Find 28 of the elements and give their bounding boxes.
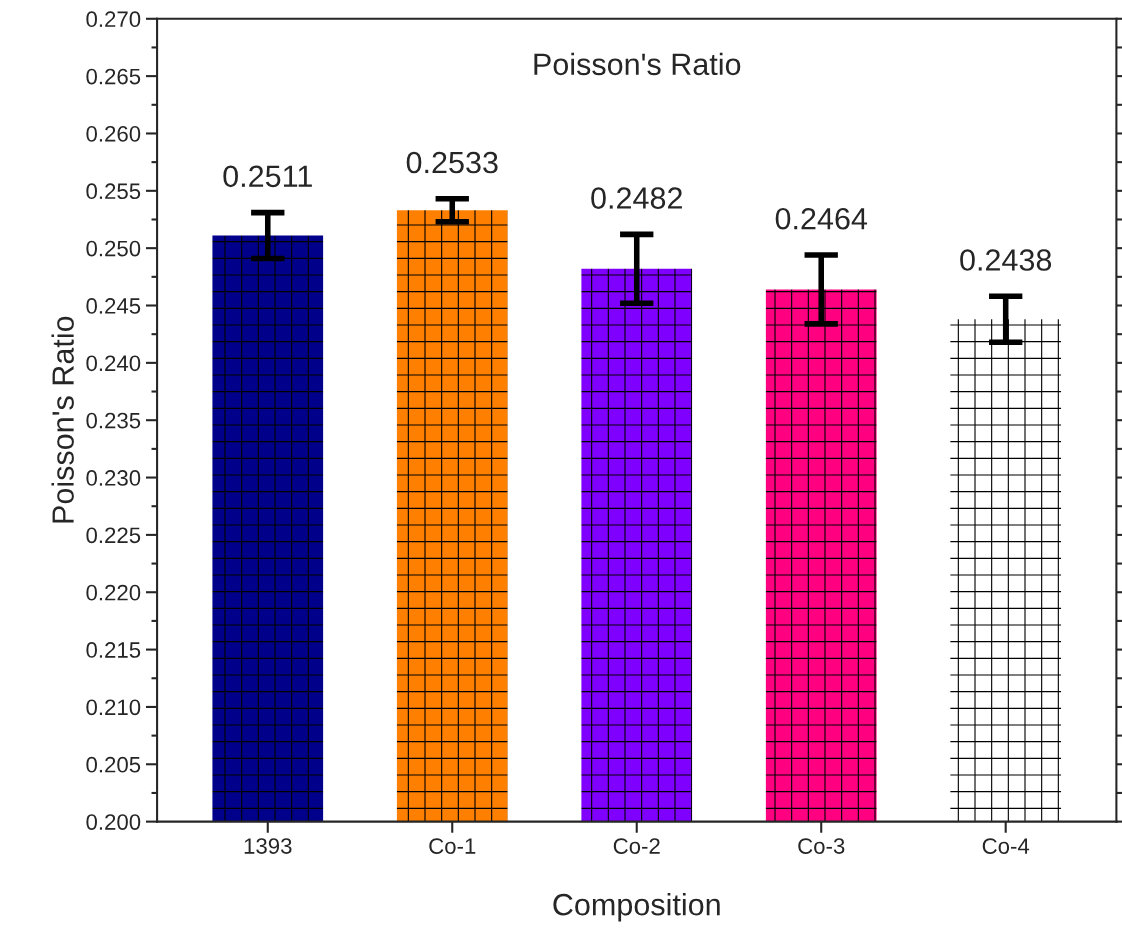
data-label: 0.2482 [591,187,682,209]
y-tick-label: 0.230 [86,470,141,486]
x-axis-title: Composition [553,893,720,922]
data-label: 0.2464 [775,207,868,230]
y-axis-title: Poisson's Ratio [51,316,74,523]
y-tick-label: 0.205 [86,756,141,773]
y-tick-label: 0.210 [86,699,141,716]
data-label: 0.2511 [223,165,312,188]
y-tick-label: 0.245 [86,298,141,314]
text: Poisson's Ratio [534,52,741,76]
y-tick-label: 0.265 [86,68,141,85]
y-tick-label: 0.250 [86,240,141,257]
y-tick-label: 0.225 [86,527,141,544]
y-tick-label: 0.200 [86,814,141,830]
x-tick-label: Co-1 [429,838,476,854]
data-label: 0.2533 [406,151,498,174]
y-tick-label: 0.255 [86,183,141,200]
y-tick-label: 0.235 [86,412,141,429]
y-tick-label: 0.215 [86,642,141,658]
x-tick-label: Co-2 [613,838,660,854]
x-tick-label: Co-3 [798,838,845,854]
data-label: 0.2438 [960,249,1052,271]
y-tick-label: 0.240 [86,355,141,372]
x-tick-label: Co-4 [982,838,1030,854]
y-tick-label: 0.260 [86,126,141,142]
y-tick-label: 0.270 [86,11,141,28]
x-tick-label: 1393 [244,838,292,854]
y-tick-label: 0.220 [86,584,141,601]
